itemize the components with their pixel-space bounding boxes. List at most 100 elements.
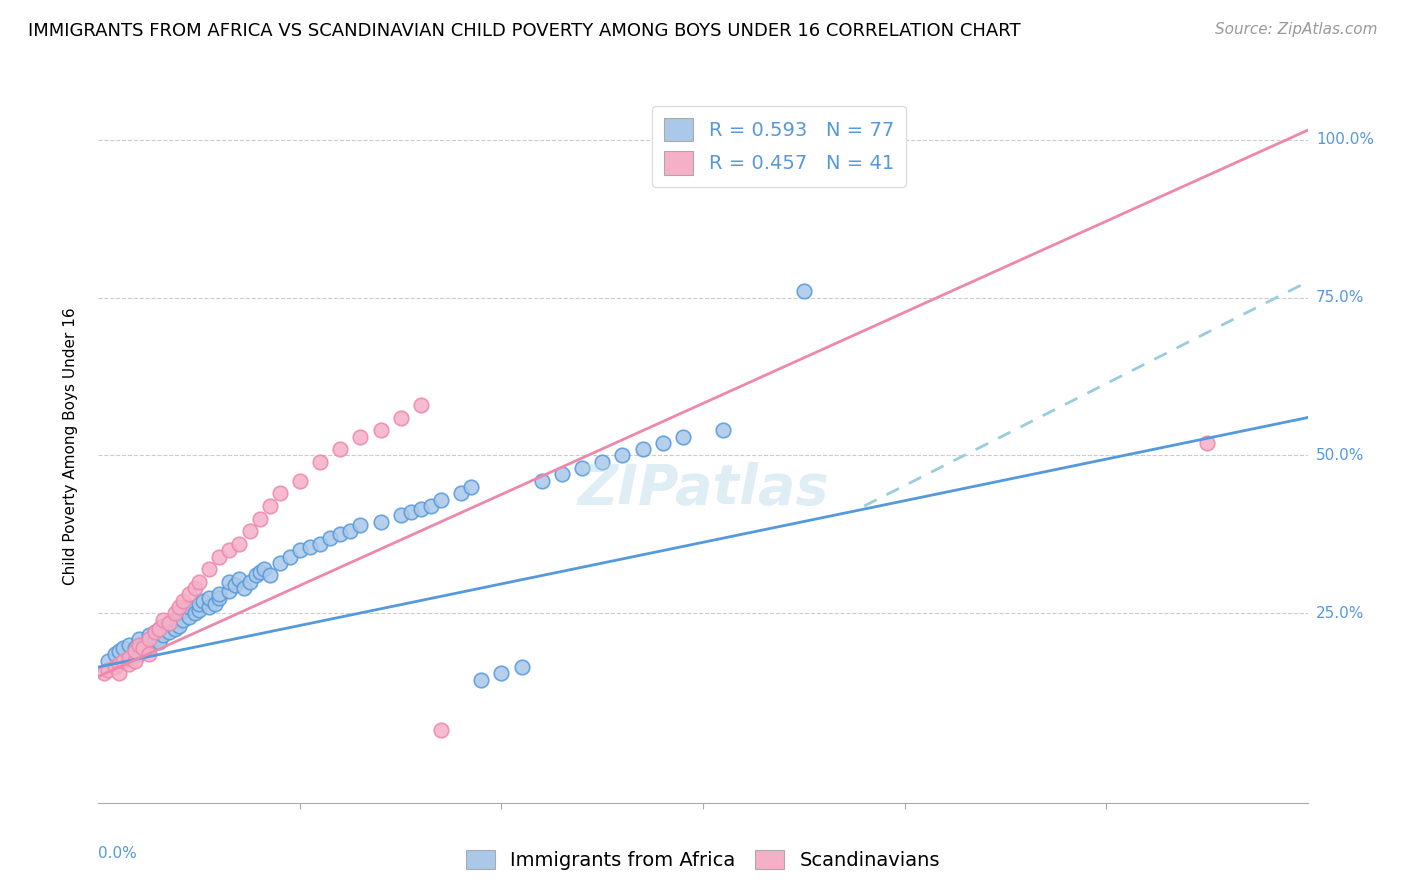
Point <box>651 435 673 450</box>
Point <box>167 607 190 621</box>
Point <box>409 398 432 412</box>
Point <box>111 654 134 668</box>
Point <box>148 622 170 636</box>
Point <box>111 641 134 656</box>
Point <box>208 587 231 601</box>
Point <box>389 410 412 425</box>
Point <box>309 537 332 551</box>
Point <box>329 527 352 541</box>
Point <box>152 613 174 627</box>
Point <box>152 619 174 633</box>
Point <box>167 600 190 615</box>
Point <box>208 549 231 564</box>
Point <box>118 657 141 671</box>
Point <box>450 486 472 500</box>
Point <box>249 511 271 525</box>
Point <box>124 641 146 656</box>
Point <box>172 613 194 627</box>
Point <box>138 641 160 656</box>
Point <box>177 587 201 601</box>
Point <box>218 543 240 558</box>
Point <box>198 600 221 615</box>
Point <box>711 423 734 437</box>
Point <box>672 429 695 443</box>
Text: 100.0%: 100.0% <box>1316 132 1374 147</box>
Point <box>253 562 276 576</box>
Point <box>299 540 322 554</box>
Point <box>551 467 574 482</box>
Point <box>118 638 141 652</box>
Point <box>239 574 262 589</box>
Point <box>177 609 201 624</box>
Point <box>132 641 155 656</box>
Point <box>430 723 453 738</box>
Point <box>460 480 482 494</box>
Text: Source: ZipAtlas.com: Source: ZipAtlas.com <box>1215 22 1378 37</box>
Text: ZIPatlas: ZIPatlas <box>578 462 828 516</box>
Point <box>107 657 129 671</box>
Point <box>232 581 254 595</box>
Point <box>399 505 422 519</box>
Point <box>128 648 150 662</box>
Point <box>93 666 115 681</box>
Point <box>148 634 170 648</box>
Point <box>167 619 190 633</box>
Point <box>793 285 815 299</box>
Point <box>198 591 221 605</box>
Point <box>259 499 281 513</box>
Point <box>188 574 211 589</box>
Point <box>184 581 207 595</box>
Point <box>245 568 267 582</box>
Point <box>259 568 281 582</box>
Point <box>138 632 160 646</box>
Point <box>103 660 125 674</box>
Point <box>309 455 332 469</box>
Point <box>138 628 160 642</box>
Point <box>612 449 634 463</box>
Point <box>224 578 246 592</box>
Point <box>198 562 221 576</box>
Point <box>249 566 271 580</box>
Point <box>184 607 207 621</box>
Point <box>188 597 211 611</box>
Point <box>97 654 120 668</box>
Point <box>218 574 240 589</box>
Point <box>172 603 194 617</box>
Point <box>228 572 250 586</box>
Point <box>269 486 291 500</box>
Point <box>491 666 513 681</box>
Point <box>103 648 125 662</box>
Point <box>143 625 166 640</box>
Point <box>118 650 141 665</box>
Text: IMMIGRANTS FROM AFRICA VS SCANDINAVIAN CHILD POVERTY AMONG BOYS UNDER 16 CORRELA: IMMIGRANTS FROM AFRICA VS SCANDINAVIAN C… <box>28 22 1021 40</box>
Point <box>157 615 180 630</box>
Point <box>1195 435 1218 450</box>
Point <box>339 524 361 539</box>
Point <box>172 593 194 607</box>
Point <box>132 638 155 652</box>
Point <box>148 622 170 636</box>
Point <box>419 499 441 513</box>
Point <box>163 607 186 621</box>
Legend: R = 0.593   N = 77, R = 0.457   N = 41: R = 0.593 N = 77, R = 0.457 N = 41 <box>652 106 905 186</box>
Legend: Immigrants from Africa, Scandinavians: Immigrants from Africa, Scandinavians <box>458 842 948 878</box>
Point <box>157 615 180 630</box>
Point <box>118 650 141 665</box>
Point <box>157 625 180 640</box>
Point <box>591 455 613 469</box>
Point <box>239 524 262 539</box>
Point <box>430 492 453 507</box>
Point <box>143 625 166 640</box>
Point <box>97 663 120 677</box>
Point <box>278 549 301 564</box>
Point <box>269 556 291 570</box>
Point <box>470 673 492 687</box>
Point <box>571 461 593 475</box>
Point <box>128 632 150 646</box>
Point <box>228 537 250 551</box>
Point <box>631 442 654 457</box>
Point <box>288 474 311 488</box>
Point <box>107 644 129 658</box>
Point <box>218 584 240 599</box>
Point <box>370 515 392 529</box>
